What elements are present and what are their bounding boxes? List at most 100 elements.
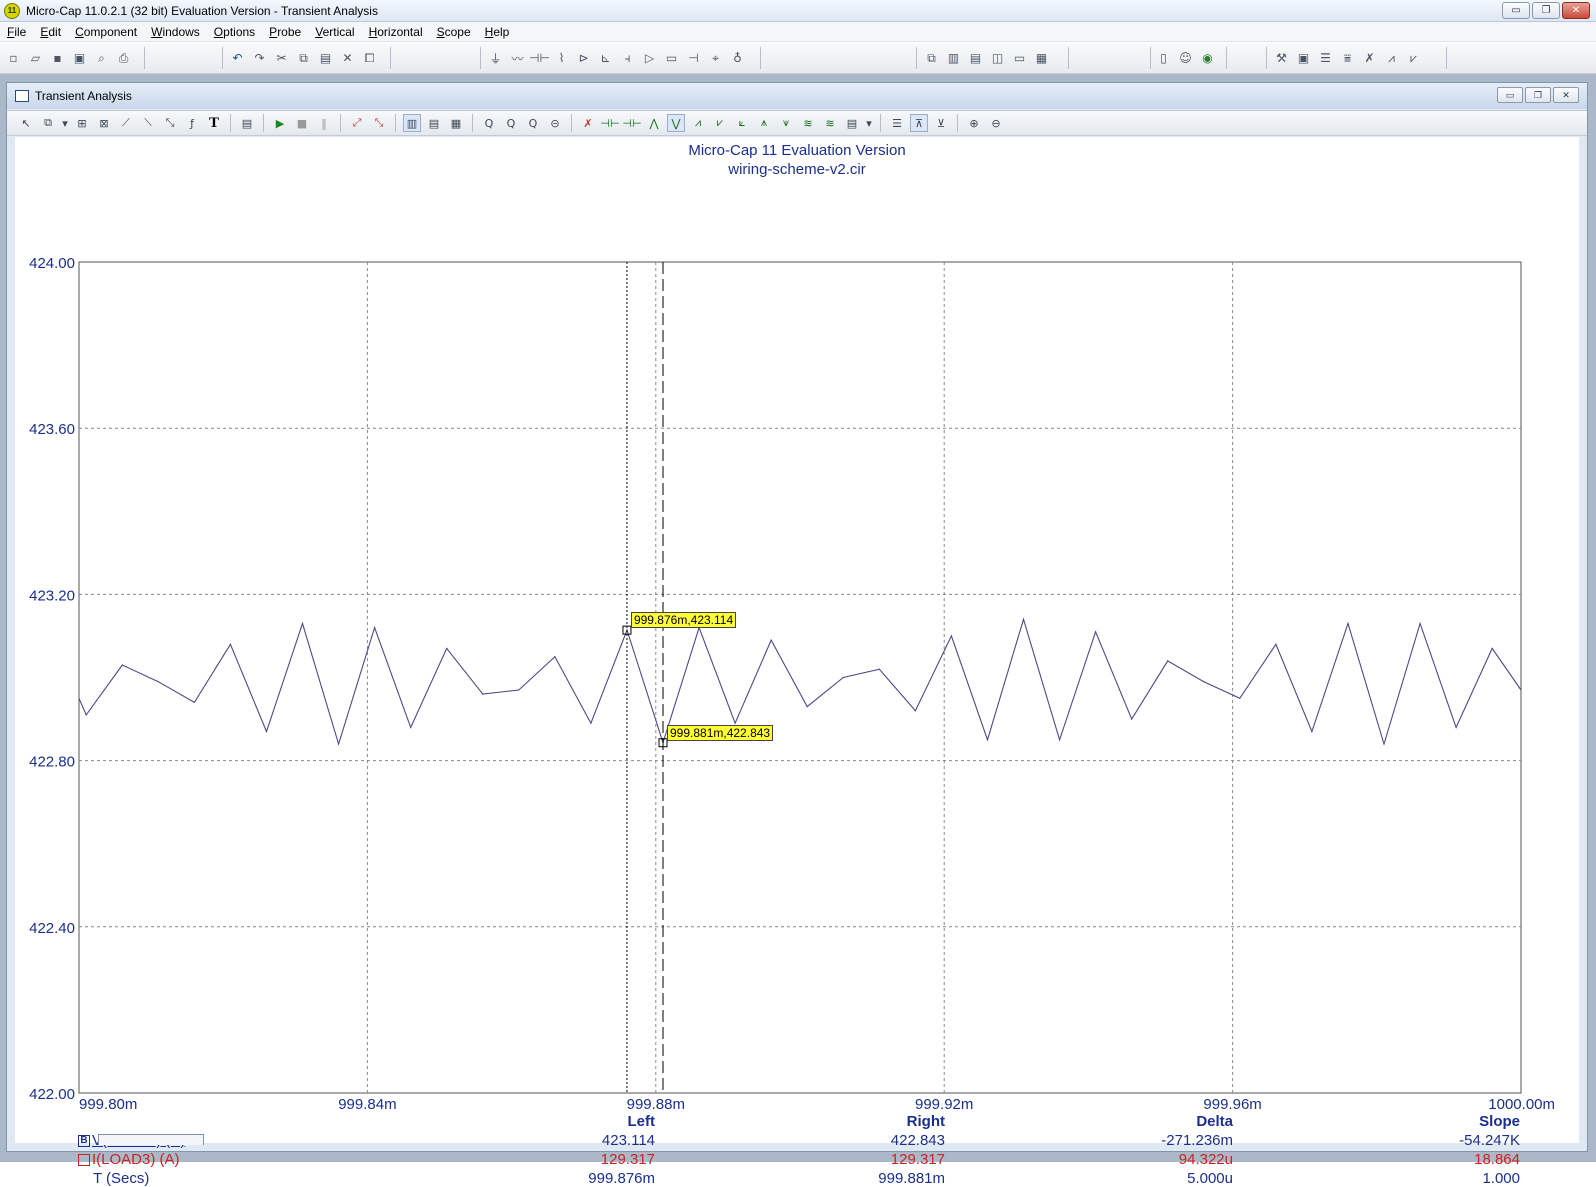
component-mode-icon[interactable]: ⧉ bbox=[44, 116, 52, 129]
properties-icon[interactable]: ▤ bbox=[241, 116, 253, 130]
left-cursor-tag[interactable]: 999.876m,423.114 bbox=[630, 612, 737, 629]
trace-name[interactable]: I(LOAD3) (A) bbox=[92, 1151, 180, 1168]
child-minimize-button[interactable]: ▭ bbox=[1497, 87, 1523, 103]
tile-vertical-icon[interactable]: ▥ bbox=[947, 51, 960, 65]
globe-icon[interactable]: ◉ bbox=[1202, 51, 1213, 65]
trace-visibility-checkbox[interactable]: B bbox=[78, 1135, 90, 1147]
print-preview-icon[interactable]: ⌕ bbox=[98, 50, 105, 65]
layout-2-icon[interactable]: ▤ bbox=[428, 116, 440, 130]
layout-1-icon[interactable]: ▥ bbox=[403, 114, 421, 132]
cursor-low-icon[interactable]: ⩗ bbox=[716, 116, 724, 129]
opamp-icon[interactable]: ▷ bbox=[644, 51, 655, 65]
filter-icon[interactable]: ⩸ bbox=[1343, 50, 1352, 65]
waveform-icon[interactable]: ⩘ bbox=[1388, 50, 1395, 65]
waveform-edit-icon[interactable]: ⩗ bbox=[1410, 50, 1417, 65]
clipboard-dropdown-icon[interactable]: ▾ bbox=[866, 116, 872, 130]
cursor-global-high-icon[interactable]: ⩚ bbox=[760, 116, 768, 129]
paste-icon[interactable]: ▤ bbox=[319, 51, 332, 65]
resistor-icon[interactable]: 〰 bbox=[511, 51, 524, 66]
mosfet-icon[interactable]: ⫞ bbox=[624, 50, 631, 65]
scale-y-icon[interactable]: ⟍ bbox=[144, 116, 152, 129]
zoom-out-icon[interactable]: ⊖ bbox=[991, 116, 1001, 130]
open-folder-icon[interactable]: ▱ bbox=[30, 51, 41, 65]
trace-visibility-checkbox[interactable] bbox=[78, 1154, 90, 1166]
zoom-region-icon[interactable]: Q bbox=[484, 116, 494, 130]
text-icon[interactable]: T bbox=[208, 114, 219, 131]
tools-icon[interactable]: ⚒ bbox=[1276, 51, 1287, 65]
ground-icon[interactable]: ⏚ bbox=[489, 51, 502, 66]
copy-icon[interactable]: ⧉ bbox=[299, 50, 308, 65]
component-editor-icon[interactable]: ▯ bbox=[1160, 51, 1167, 65]
battery-icon[interactable]: ⊣ bbox=[688, 51, 699, 65]
zoom-auto-icon[interactable]: Q bbox=[528, 116, 538, 130]
select-pointer-icon[interactable]: ↖ bbox=[21, 116, 31, 130]
trace-name[interactable]: T (Secs) bbox=[93, 1170, 150, 1187]
zoom-fit-icon[interactable]: Q bbox=[506, 116, 516, 130]
menu-item-horizontal[interactable]: Horizontal bbox=[368, 24, 423, 39]
menu-item-scope[interactable]: Scope bbox=[436, 24, 471, 39]
auto-scale-icon[interactable]: ⊠ bbox=[99, 116, 109, 130]
undo-icon[interactable]: ↶ bbox=[232, 51, 243, 65]
clipboard-icon[interactable]: ▤ bbox=[846, 116, 858, 130]
stop-icon[interactable]: ■ bbox=[296, 116, 308, 130]
save-all-icon[interactable]: ▣ bbox=[73, 51, 86, 65]
cursor-global-low-icon[interactable]: ⩛ bbox=[782, 116, 790, 129]
scale-xy-icon[interactable]: ⤡ bbox=[165, 116, 175, 129]
select-all-icon[interactable]: ⧠ bbox=[364, 50, 375, 65]
delete-icon[interactable]: ✕ bbox=[342, 51, 353, 65]
print-icon[interactable]: ⎙ bbox=[118, 50, 129, 65]
menu-item-component[interactable]: Component bbox=[75, 24, 138, 39]
data-table-icon[interactable]: ☰ bbox=[892, 116, 902, 130]
right-cursor-tag[interactable]: 999.881m,422.843 bbox=[667, 724, 774, 741]
wrench-icon[interactable]: ✗ bbox=[1364, 51, 1375, 65]
cursor-left-icon[interactable]: ⊣⊢ bbox=[600, 116, 620, 130]
plot-area[interactable]: Micro-Cap 11 Evaluation Version wiring-s… bbox=[15, 137, 1579, 1187]
layout-3-icon[interactable]: ▦ bbox=[450, 116, 462, 130]
properties-icon[interactable]: ▣ bbox=[1297, 51, 1310, 65]
horizontal-tag-icon[interactable]: ⊼ bbox=[910, 114, 928, 132]
bottom-window-tab[interactable] bbox=[98, 1134, 204, 1145]
cursor-high-icon[interactable]: ⩘ bbox=[694, 116, 702, 129]
probe-icon[interactable]: ♁ bbox=[733, 51, 742, 65]
save-icon[interactable]: ▪ bbox=[53, 51, 62, 65]
dropdown-arrow-icon[interactable]: ▾ bbox=[62, 116, 68, 130]
users-icon[interactable]: ☺ bbox=[1179, 51, 1192, 65]
maximize-button[interactable]: ❐ bbox=[1532, 2, 1560, 19]
split-window-icon[interactable]: ◫ bbox=[991, 51, 1004, 65]
zoom-reset-icon[interactable]: ⊝ bbox=[550, 116, 560, 130]
pause-icon[interactable]: ‖ bbox=[321, 116, 327, 130]
scale-icon[interactable]: ⊞ bbox=[77, 116, 87, 130]
minimize-button[interactable]: ▭ bbox=[1502, 2, 1530, 19]
trace-icon[interactable]: ⤢ bbox=[352, 116, 362, 129]
transistor-icon[interactable]: ⊾ bbox=[600, 51, 611, 65]
calculator-icon[interactable]: ▦ bbox=[1035, 51, 1048, 65]
menu-item-probe[interactable]: Probe bbox=[269, 24, 302, 39]
options-icon[interactable]: ☰ bbox=[1320, 51, 1331, 65]
node-icon[interactable]: ⌖ bbox=[712, 50, 719, 65]
close-button[interactable]: ✕ bbox=[1562, 2, 1590, 19]
run-icon[interactable]: ▶ bbox=[275, 116, 285, 130]
tile-horizontal-icon[interactable]: ▤ bbox=[969, 51, 982, 65]
micro-cap-app-icon[interactable]: 11 bbox=[4, 2, 20, 19]
transient-plot[interactable]: 424.00423.60423.20422.80422.40422.00999.… bbox=[15, 137, 1579, 1143]
cascade-icon[interactable]: ⧉ bbox=[927, 50, 936, 65]
child-close-button[interactable]: ✕ bbox=[1553, 87, 1579, 103]
cursor-inflection-icon[interactable]: ⟀ bbox=[738, 116, 746, 129]
new-file-icon[interactable]: ▫ bbox=[9, 51, 18, 65]
cursor-bottom-icon[interactable]: ≋ bbox=[825, 116, 835, 130]
cursor-peak-icon[interactable]: ⋀ bbox=[649, 116, 659, 130]
capacitor-icon[interactable]: ⊣⊢ bbox=[529, 51, 550, 65]
cursor-top-icon[interactable]: ≋ bbox=[803, 116, 813, 130]
scale-x-icon[interactable]: ⟋ bbox=[122, 116, 130, 129]
cut-icon[interactable]: ✂ bbox=[276, 51, 287, 65]
cursor-right-icon[interactable]: ⊣⊢ bbox=[622, 116, 642, 130]
cursor-valley-icon[interactable]: ⋁ bbox=[667, 114, 685, 132]
diode-icon[interactable]: ⊳ bbox=[578, 51, 589, 65]
menu-item-file[interactable]: File bbox=[7, 24, 27, 39]
menu-item-windows[interactable]: Windows bbox=[151, 24, 200, 39]
formula-icon[interactable]: ƒ bbox=[190, 116, 194, 130]
trace-alt-icon[interactable]: ⤡ bbox=[374, 116, 384, 129]
menu-item-edit[interactable]: Edit bbox=[40, 24, 62, 39]
menu-item-help[interactable]: Help bbox=[484, 24, 510, 39]
redo-icon[interactable]: ↷ bbox=[254, 51, 265, 65]
